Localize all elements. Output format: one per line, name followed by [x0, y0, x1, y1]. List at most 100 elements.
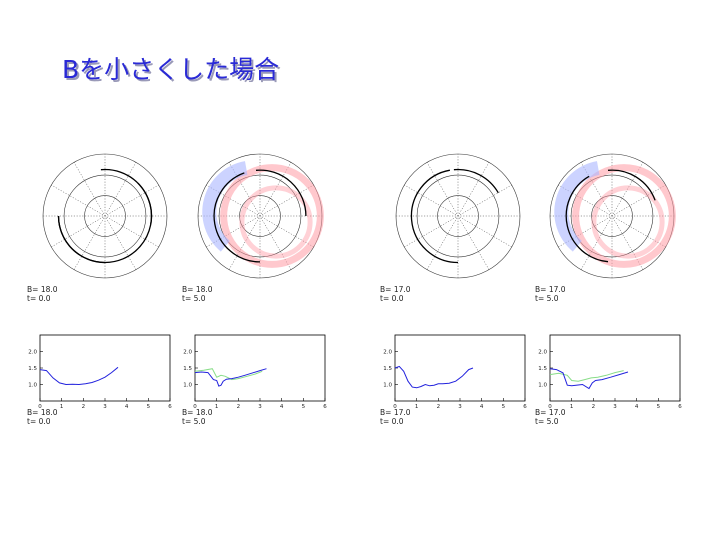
panel-label: B= 18.0: [182, 285, 213, 294]
polar-grid-circle: [416, 174, 500, 258]
x-tick-label: 6: [323, 404, 327, 410]
y-tick-label: 2.0: [383, 350, 392, 356]
y-tick-label: 1.5: [28, 366, 37, 372]
plot-frame: [39, 334, 171, 402]
x-tick-label: 6: [168, 404, 172, 410]
x-tick-label: 1: [415, 404, 419, 410]
x-tick-label: 4: [125, 404, 129, 410]
x-tick-label: 4: [280, 404, 284, 410]
x-tick-label: 6: [523, 404, 527, 410]
y-tick-label: 1.0: [183, 383, 192, 389]
series-line-blue: [394, 365, 474, 389]
x-tick-label: 5: [147, 404, 151, 410]
plot-frame: [549, 334, 681, 402]
line-plot-1: 0 1 2 3 4 5 6 1.0 1.5 2.0 B= 18.0t= 0.0: [27, 334, 172, 426]
polar-grid-circle: [437, 195, 479, 237]
x-tick-label: 2: [592, 404, 596, 410]
x-tick-label: 2: [82, 404, 86, 410]
x-tick-label: 0: [193, 404, 197, 410]
polar-curve-arc: [255, 169, 307, 217]
panel-label: B= 18.0: [182, 408, 213, 417]
x-tick-label: 0: [548, 404, 552, 410]
panel-label: B= 18.0: [27, 408, 58, 417]
panel-label: t= 0.0: [27, 294, 51, 303]
x-tick-label: 4: [635, 404, 639, 410]
x-tick-label: 1: [570, 404, 574, 410]
polar-spoke: [51, 184, 159, 248]
x-tick-label: 6: [678, 404, 682, 410]
series-line-blue: [39, 366, 119, 386]
x-tick-label: 5: [657, 404, 661, 410]
polar-curve-arc: [57, 182, 153, 264]
polar-grid-circle: [63, 174, 147, 258]
polar-spoke: [206, 184, 314, 248]
x-tick-label: 5: [302, 404, 306, 410]
polar-grid-circle: [591, 195, 633, 237]
x-tick-label: 4: [480, 404, 484, 410]
panel-label: B= 17.0: [380, 285, 411, 294]
x-tick-label: 3: [103, 404, 107, 410]
series-line-green: [194, 368, 263, 381]
y-tick-label: 2.0: [28, 350, 37, 356]
series-line-blue: [194, 368, 267, 387]
polar-curve-arc: [565, 175, 609, 263]
polar-grid-circle: [239, 195, 281, 237]
polar-plot-4: B= 17.0t= 5.0: [535, 153, 676, 303]
plot-frame: [194, 334, 326, 402]
y-tick-label: 1.0: [383, 383, 392, 389]
polar-grid-circle: [570, 174, 654, 258]
polar-curve-arc: [410, 169, 459, 264]
polar-grid-circle: [218, 174, 302, 258]
panel-label: t= 0.0: [380, 417, 404, 426]
y-tick-label: 1.5: [538, 366, 547, 372]
field-band-red-inner: [239, 185, 313, 259]
panel-label: t= 5.0: [182, 417, 206, 426]
y-tick-label: 1.5: [183, 366, 192, 372]
panel-label: t= 5.0: [182, 294, 206, 303]
polar-plot-1: B= 18.0t= 0.0: [27, 153, 168, 303]
panel-label: B= 18.0: [27, 285, 58, 294]
y-tick-label: 1.5: [383, 366, 392, 372]
panel-label: t= 0.0: [27, 417, 51, 426]
slide-title: Bを小さくした場合: [62, 55, 280, 84]
x-tick-label: 2: [237, 404, 241, 410]
series-line-green: [549, 370, 624, 382]
y-tick-label: 1.0: [28, 383, 37, 389]
plot-frame: [394, 334, 526, 402]
polar-spoke: [558, 184, 666, 248]
polar-curve-arc: [453, 168, 499, 194]
panel-label: B= 17.0: [380, 408, 411, 417]
polar-curve-arc: [57, 215, 106, 264]
line-plot-3: 0 1 2 3 4 5 6 1.0 1.5 2.0 B= 17.0t= 0.0: [380, 334, 527, 426]
field-band-blue: [202, 161, 248, 252]
polar-plot-3: B= 17.0t= 0.0: [380, 153, 521, 303]
x-tick-label: 2: [437, 404, 441, 410]
polar-grid-circle: [84, 195, 126, 237]
panel-label: t= 5.0: [535, 417, 559, 426]
x-tick-label: 0: [38, 404, 42, 410]
polar-spoke: [404, 184, 512, 248]
x-tick-label: 3: [613, 404, 617, 410]
panel-label: B= 17.0: [535, 285, 566, 294]
panel-label: B= 17.0: [535, 408, 566, 417]
x-tick-label: 0: [393, 404, 397, 410]
field-band-red: [220, 164, 324, 268]
x-tick-label: 5: [502, 404, 506, 410]
y-tick-label: 2.0: [538, 350, 547, 356]
polar-curve-arc: [607, 169, 656, 201]
x-tick-label: 1: [215, 404, 219, 410]
x-tick-label: 1: [60, 404, 64, 410]
series-line-blue: [549, 368, 629, 390]
x-tick-label: 3: [258, 404, 262, 410]
line-plot-2: 0 1 2 3 4 5 6 1.0 1.5 2.0 B= 18.0t= 5.0: [182, 334, 327, 426]
field-band-red: [572, 164, 676, 268]
y-tick-label: 1.0: [538, 383, 547, 389]
x-tick-label: 3: [458, 404, 462, 410]
polar-curve-arc: [213, 172, 261, 263]
field-band-red-inner: [591, 185, 665, 259]
panel-label: t= 0.0: [380, 294, 404, 303]
panel-label: t= 5.0: [535, 294, 559, 303]
polar-plot-2: B= 18.0t= 5.0: [182, 153, 324, 303]
line-plot-4: 0 1 2 3 4 5 6 1.0 1.5 2.0 B= 17.0t= 5.0: [535, 334, 682, 426]
field-band-blue: [554, 161, 600, 252]
